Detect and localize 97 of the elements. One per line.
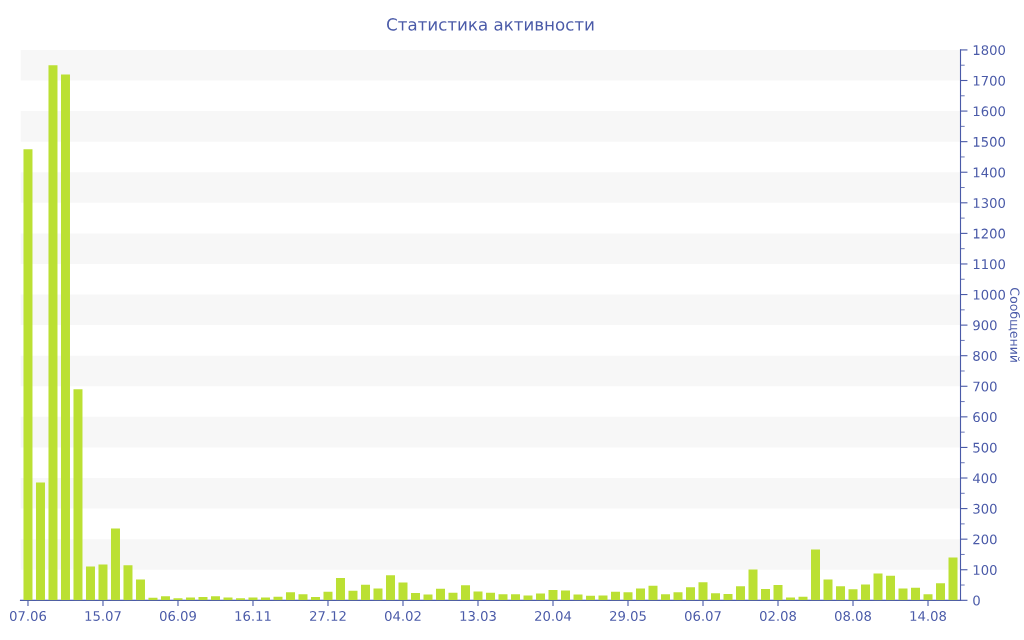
- bar: [448, 592, 458, 601]
- y-tick-label: 1700: [973, 75, 1006, 86]
- bar: [323, 591, 333, 601]
- y-tick-label: 1800: [973, 45, 1006, 56]
- y-tick-label: 1500: [973, 136, 1006, 147]
- bar: [848, 589, 858, 601]
- x-tick-label: 27.12: [310, 610, 346, 621]
- bar: [936, 583, 946, 601]
- bar: [473, 591, 483, 601]
- y-tick-label: 900: [973, 320, 997, 331]
- bar: [498, 594, 508, 601]
- bar: [911, 587, 921, 601]
- bar: [523, 595, 533, 601]
- bar: [636, 588, 645, 601]
- bar: [548, 589, 558, 601]
- bar: [698, 582, 708, 601]
- bar: [135, 579, 145, 601]
- x-tick-label: 07.06: [9, 610, 47, 621]
- y-tick-label: 300: [973, 503, 997, 514]
- y-tick-label: 1000: [973, 289, 1006, 300]
- bar: [923, 594, 933, 601]
- x-tick-label: 08.08: [834, 610, 871, 621]
- bar: [398, 582, 408, 601]
- y-tick-label: 1400: [973, 167, 1006, 178]
- x-tick-label: 29.05: [610, 610, 646, 621]
- bar: [160, 596, 170, 601]
- bar: [110, 528, 120, 601]
- bar: [898, 588, 908, 601]
- x-tick-label: 20.04: [535, 610, 572, 621]
- bar: [235, 598, 245, 601]
- bar: [661, 594, 670, 601]
- bar: [310, 596, 320, 601]
- bar: [198, 596, 208, 601]
- bar: [511, 594, 520, 601]
- x-tick-label: 02.08: [759, 610, 796, 621]
- bar: [648, 585, 658, 601]
- y-tick-label: 500: [973, 442, 997, 453]
- bar: [686, 587, 695, 601]
- y-tick-label: 100: [973, 564, 997, 575]
- bar: [210, 596, 220, 601]
- bar: [385, 575, 395, 601]
- bar: [948, 557, 958, 601]
- bar: [435, 588, 445, 601]
- bar: [836, 586, 846, 601]
- y-tick-label: 1100: [973, 259, 1006, 270]
- bar: [373, 588, 383, 601]
- bar: [761, 589, 771, 601]
- bar: [823, 579, 833, 601]
- bar: [60, 74, 70, 601]
- bar: [561, 590, 570, 601]
- y-tick-label: 1200: [973, 228, 1006, 239]
- bar: [35, 482, 45, 601]
- bar: [748, 569, 758, 601]
- bar: [711, 593, 720, 601]
- bar: [611, 591, 620, 601]
- bar: [873, 573, 883, 601]
- bar: [298, 594, 308, 601]
- bar: [285, 592, 295, 601]
- bar: [73, 389, 83, 601]
- y-axis-title: Сообщений: [1008, 288, 1020, 362]
- x-tick-label: 14.08: [910, 610, 946, 621]
- bar: [460, 585, 470, 601]
- x-tick-label: 16.11: [235, 610, 271, 621]
- bar: [173, 598, 183, 601]
- x-tick-label: 13.03: [460, 610, 496, 621]
- bar: [23, 149, 33, 601]
- bar: [773, 585, 783, 601]
- bar: [360, 584, 370, 601]
- bar: [348, 590, 358, 601]
- bar: [736, 586, 745, 601]
- x-tick-label: 06.07: [684, 610, 721, 621]
- bar: [723, 593, 733, 601]
- bar: [335, 578, 345, 601]
- bar: [48, 65, 58, 601]
- y-tick-label: 1300: [973, 198, 1006, 209]
- y-tick-label: 0: [973, 595, 980, 606]
- x-tick-label: 04.02: [384, 610, 421, 621]
- bar: [673, 592, 683, 601]
- y-tick-label: 400: [972, 473, 997, 484]
- y-tick-label: 600: [973, 412, 997, 423]
- chart-title: Статистика активности: [387, 18, 594, 31]
- bar: [123, 565, 133, 601]
- y-tick-label: 700: [973, 381, 997, 392]
- bar: [598, 595, 608, 601]
- y-tick-label: 800: [973, 350, 997, 361]
- bar: [811, 549, 821, 601]
- bar: [410, 592, 420, 601]
- bar: [486, 592, 495, 601]
- x-tick-label: 06.09: [159, 610, 196, 621]
- y-tick-label: 200: [973, 534, 997, 545]
- x-tick-label: 15.07: [85, 610, 121, 621]
- y-tick-label: 1600: [973, 106, 1006, 117]
- bar: [886, 575, 896, 601]
- bar: [861, 584, 871, 601]
- bar: [623, 592, 633, 601]
- bar: [98, 564, 108, 601]
- bar: [85, 566, 95, 601]
